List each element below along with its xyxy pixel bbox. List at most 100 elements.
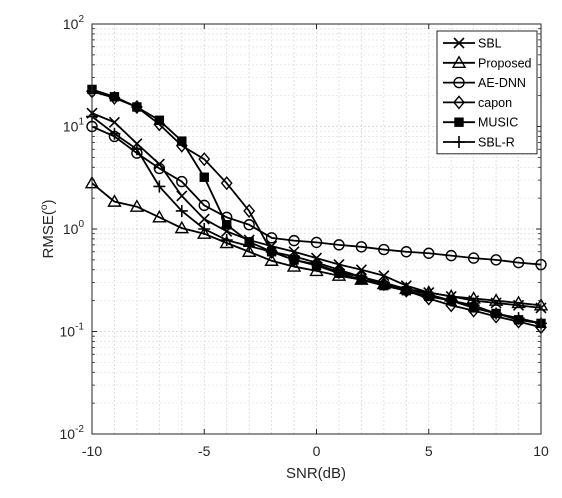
data-point-ae-dnn	[445, 249, 457, 262]
y-tick-label-exponent: 1	[78, 117, 84, 128]
data-point-proposed	[286, 259, 302, 272]
data-point-sbl-r	[220, 234, 233, 247]
y-tick-label-exponent: -1	[75, 322, 84, 333]
legend-entry-music: MUSIC	[443, 116, 518, 130]
data-point-sbl-r	[355, 271, 368, 284]
legend-marker-capon	[453, 95, 465, 110]
y-axis-label-base: RMSE(	[40, 210, 57, 258]
legend-marker-sbl-glyph	[453, 37, 465, 49]
data-point-ae-dnn	[310, 236, 323, 249]
grid-lines	[91, 24, 542, 435]
data-point-music	[154, 115, 165, 125]
data-point-capon	[198, 152, 211, 167]
data-point-sbl-r	[490, 307, 503, 320]
data-point-sbl	[198, 213, 210, 225]
legend-entry-proposed: Proposed	[443, 55, 532, 70]
data-point-proposed	[511, 295, 526, 309]
legend-label-sbl: SBL	[478, 37, 502, 51]
legend-marker-sbl	[453, 37, 465, 49]
data-point-sbl-r	[288, 250, 301, 263]
data-point-proposed	[174, 220, 190, 234]
series-line-ae-dnn	[91, 125, 542, 266]
data-point-proposed	[241, 244, 257, 257]
data-point-sbl-r	[130, 143, 143, 156]
x-tick-label: 5	[425, 443, 433, 459]
data-point-ae-dnn	[333, 239, 345, 251]
y-tick-label-exponent: 2	[78, 14, 84, 25]
data-point-capon	[220, 176, 233, 191]
data-point-capon	[243, 203, 256, 219]
data-point-sbl-r	[265, 245, 278, 258]
data-point-proposed	[107, 194, 122, 207]
y-tick-label-base: 10	[63, 119, 79, 135]
y-tick-label: 10-2	[60, 424, 85, 442]
data-point-sbl-r	[467, 299, 480, 312]
legend-marker-proposed	[451, 55, 467, 68]
legend-label-capon: capon	[478, 96, 512, 110]
y-tick-label-base: 10	[63, 221, 79, 237]
data-point-ae-dnn	[243, 219, 255, 231]
data-point-sbl	[355, 264, 367, 276]
data-point-sbl-glyph	[108, 116, 121, 128]
data-point-ae-dnn	[378, 243, 390, 256]
y-tick-label: 102	[63, 14, 85, 32]
data-point-sbl-r	[512, 312, 525, 325]
legend-box	[436, 30, 538, 155]
data-point-sbl	[176, 190, 188, 202]
legend-label-sbl-r: SBL-R	[478, 136, 515, 150]
data-point-sbl-r	[400, 282, 413, 295]
x-tick-label: -10	[82, 443, 102, 459]
legend-entry-ae-dnn: AE-DNN	[443, 76, 526, 90]
legend: SBL Proposed AE-DNN capon MUSIC SBL-R	[436, 30, 538, 155]
data-point-sbl-r	[243, 240, 256, 253]
legend-label-ae-dnn: AE-DNN	[478, 76, 526, 90]
data-point-ae-dnn	[355, 241, 368, 253]
legend-label-proposed: Proposed	[478, 56, 532, 70]
y-tick-label-exponent: -2	[75, 424, 84, 435]
data-point-ae-dnn	[490, 254, 502, 266]
y-tick-label-base: 10	[60, 324, 76, 340]
data-point-sbl-r	[153, 180, 166, 193]
data-point-proposed	[152, 209, 167, 223]
series-layer	[84, 84, 549, 335]
data-point-sbl-glyph	[378, 270, 390, 282]
data-point-sbl-r	[332, 263, 345, 276]
y-tick-label: 10-1	[60, 322, 85, 340]
data-point-sbl	[108, 116, 121, 128]
data-point-ae-dnn	[198, 199, 210, 212]
data-point-sbl-r	[198, 223, 211, 235]
legend-marker-music	[454, 117, 464, 127]
x-tick-label: -5	[198, 443, 211, 459]
legend-entry-capon: capon	[443, 95, 512, 110]
data-point-sbl-r	[175, 204, 188, 217]
data-point-ae-dnn	[288, 234, 300, 247]
legend-marker-sbl-r	[453, 136, 465, 148]
y-tick-label: 100	[63, 219, 85, 237]
data-point-music	[132, 102, 142, 112]
y-axis-label-end: )	[40, 200, 57, 205]
data-point-proposed	[129, 199, 145, 212]
data-point-music	[177, 136, 187, 146]
data-point-ae-dnn	[176, 175, 188, 188]
series-sbl-r	[86, 110, 547, 330]
data-point-sbl-r	[310, 256, 323, 269]
legend-marker-ae-dnn	[453, 76, 465, 89]
data-point-sbl-glyph	[198, 213, 210, 225]
data-point-ae-dnn	[265, 232, 278, 244]
data-point-sbl-glyph	[176, 190, 188, 202]
data-point-proposed	[488, 293, 504, 306]
data-point-music	[199, 172, 209, 182]
data-point-music	[109, 92, 120, 102]
y-axis-label: RMSE(o)	[39, 200, 57, 259]
data-point-sbl-r	[445, 294, 458, 307]
data-point-sbl-glyph	[355, 264, 367, 276]
data-point-proposed	[264, 253, 279, 266]
legend-entry-sbl-r: SBL-R	[443, 136, 515, 150]
data-point-ae-dnn	[467, 252, 480, 264]
data-point-ae-dnn	[400, 246, 412, 258]
data-point-ae-dnn	[423, 247, 435, 259]
x-axis-label: SNR(dB)	[286, 465, 346, 482]
legend-entry-sbl: SBL	[443, 37, 502, 51]
legend-label-music: MUSIC	[478, 116, 518, 130]
